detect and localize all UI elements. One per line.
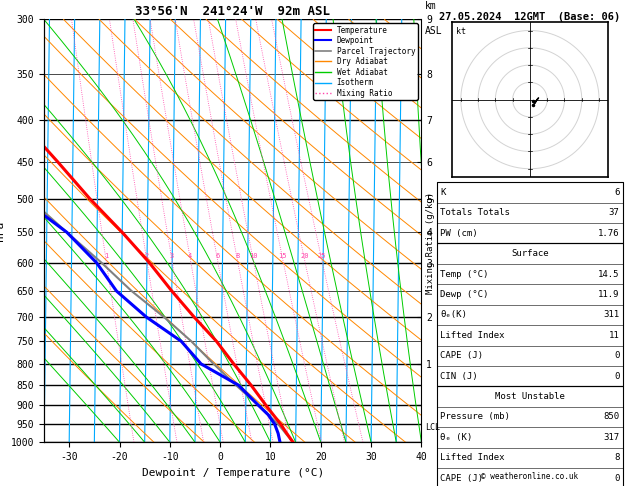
Text: 20: 20 <box>300 253 309 259</box>
Text: 3: 3 <box>170 253 174 259</box>
Text: Surface: Surface <box>511 249 548 258</box>
Text: 6: 6 <box>215 253 220 259</box>
Text: 850: 850 <box>603 413 620 421</box>
Text: Most Unstable: Most Unstable <box>495 392 565 401</box>
Text: 10: 10 <box>248 253 257 259</box>
Text: 4: 4 <box>188 253 192 259</box>
Y-axis label: hPa: hPa <box>0 221 5 241</box>
Text: Mixing Ratio (g/kg): Mixing Ratio (g/kg) <box>426 192 435 294</box>
Text: km: km <box>425 1 437 11</box>
Text: Totals Totals: Totals Totals <box>440 208 510 217</box>
Text: 317: 317 <box>603 433 620 442</box>
Text: 27.05.2024  12GMT  (Base: 06): 27.05.2024 12GMT (Base: 06) <box>439 12 621 22</box>
Text: 8: 8 <box>235 253 239 259</box>
Text: Dewp (°C): Dewp (°C) <box>440 290 489 299</box>
Text: Lifted Index: Lifted Index <box>440 453 505 462</box>
Text: Pressure (mb): Pressure (mb) <box>440 413 510 421</box>
Legend: Temperature, Dewpoint, Parcel Trajectory, Dry Adiabat, Wet Adiabat, Isotherm, Mi: Temperature, Dewpoint, Parcel Trajectory… <box>313 23 418 100</box>
Text: K: K <box>440 188 446 197</box>
Text: 37: 37 <box>609 208 620 217</box>
Text: kt: kt <box>455 27 465 36</box>
Text: 8: 8 <box>614 453 620 462</box>
Text: θₑ (K): θₑ (K) <box>440 433 472 442</box>
X-axis label: Dewpoint / Temperature (°C): Dewpoint / Temperature (°C) <box>142 468 324 478</box>
Text: 11: 11 <box>609 331 620 340</box>
Text: CIN (J): CIN (J) <box>440 372 478 381</box>
Title: 33°56'N  241°24'W  92m ASL: 33°56'N 241°24'W 92m ASL <box>135 5 330 18</box>
Text: ASL: ASL <box>425 26 443 36</box>
Text: 25: 25 <box>317 253 326 259</box>
Text: LCL: LCL <box>425 423 440 433</box>
Text: 0: 0 <box>614 474 620 483</box>
Text: 14.5: 14.5 <box>598 270 620 278</box>
Text: 15: 15 <box>279 253 287 259</box>
Text: CAPE (J): CAPE (J) <box>440 474 483 483</box>
Text: CAPE (J): CAPE (J) <box>440 351 483 360</box>
Text: 2: 2 <box>145 253 148 259</box>
Text: Lifted Index: Lifted Index <box>440 331 505 340</box>
Text: PW (cm): PW (cm) <box>440 229 478 238</box>
Text: 11.9: 11.9 <box>598 290 620 299</box>
Text: 0: 0 <box>614 372 620 381</box>
Text: © weatheronline.co.uk: © weatheronline.co.uk <box>481 472 579 481</box>
Text: 311: 311 <box>603 311 620 319</box>
Text: Temp (°C): Temp (°C) <box>440 270 489 278</box>
Text: 1.76: 1.76 <box>598 229 620 238</box>
Text: 6: 6 <box>614 188 620 197</box>
Text: 0: 0 <box>614 351 620 360</box>
Text: θₑ(K): θₑ(K) <box>440 311 467 319</box>
Text: 1: 1 <box>104 253 108 259</box>
